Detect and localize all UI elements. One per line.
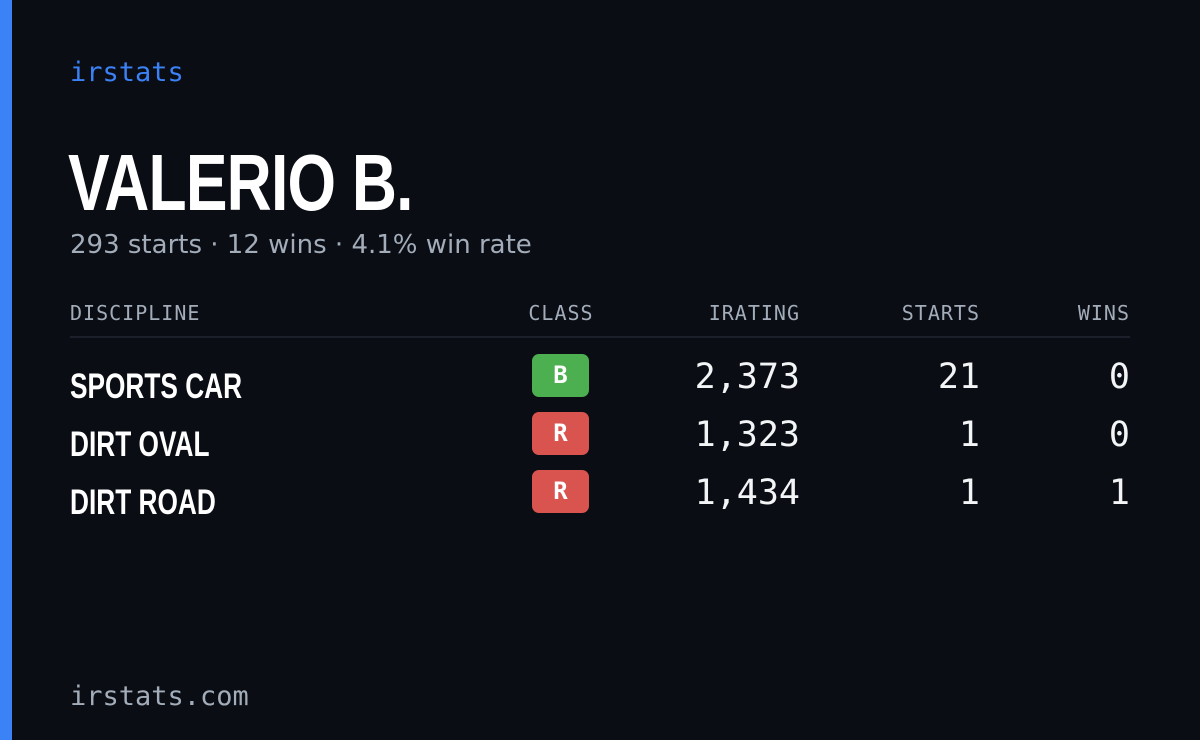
header-starts: STARTS bbox=[901, 301, 980, 325]
table-row: SPORTS CAR B 2,373 21 0 bbox=[70, 354, 1130, 412]
irating-value: 1,323 bbox=[694, 415, 800, 455]
brand-logo-text: irstats bbox=[70, 57, 184, 88]
header-class: CLASS bbox=[528, 301, 594, 325]
accent-bar bbox=[0, 0, 12, 740]
class-badge: R bbox=[532, 412, 589, 455]
table-body: SPORTS CAR B 2,373 21 0 DIRT OVAL R 1,32… bbox=[70, 338, 1130, 528]
irating-value: 1,434 bbox=[694, 473, 800, 513]
header-irating: IRATING bbox=[708, 301, 800, 325]
driver-name: VALERIO B. bbox=[68, 138, 413, 227]
discipline-table: DISCIPLINE CLASS IRATING STARTS WINS SPO… bbox=[70, 300, 1130, 528]
table-row: DIRT ROAD R 1,434 1 1 bbox=[70, 470, 1130, 528]
table-row: DIRT OVAL R 1,323 1 0 bbox=[70, 412, 1130, 470]
header-discipline: DISCIPLINE bbox=[70, 301, 201, 325]
discipline-label: SPORTS CAR bbox=[70, 367, 243, 406]
starts-value: 1 bbox=[958, 415, 980, 455]
starts-value: 21 bbox=[937, 357, 980, 397]
wins-value: 0 bbox=[1108, 357, 1130, 397]
table-header: DISCIPLINE CLASS IRATING STARTS WINS bbox=[70, 300, 1130, 338]
class-badge: R bbox=[532, 470, 589, 513]
wins-value: 0 bbox=[1108, 415, 1130, 455]
footer-domain: irstats.com bbox=[70, 681, 249, 712]
discipline-label: DIRT ROAD bbox=[70, 483, 216, 522]
header-wins: WINS bbox=[1077, 301, 1130, 325]
discipline-label: DIRT OVAL bbox=[70, 425, 210, 464]
starts-value: 1 bbox=[958, 473, 980, 513]
class-badge: B bbox=[532, 354, 589, 397]
wins-value: 1 bbox=[1108, 473, 1130, 513]
driver-summary: 293 starts · 12 wins · 4.1% win rate bbox=[70, 230, 532, 260]
irating-value: 2,373 bbox=[694, 357, 800, 397]
